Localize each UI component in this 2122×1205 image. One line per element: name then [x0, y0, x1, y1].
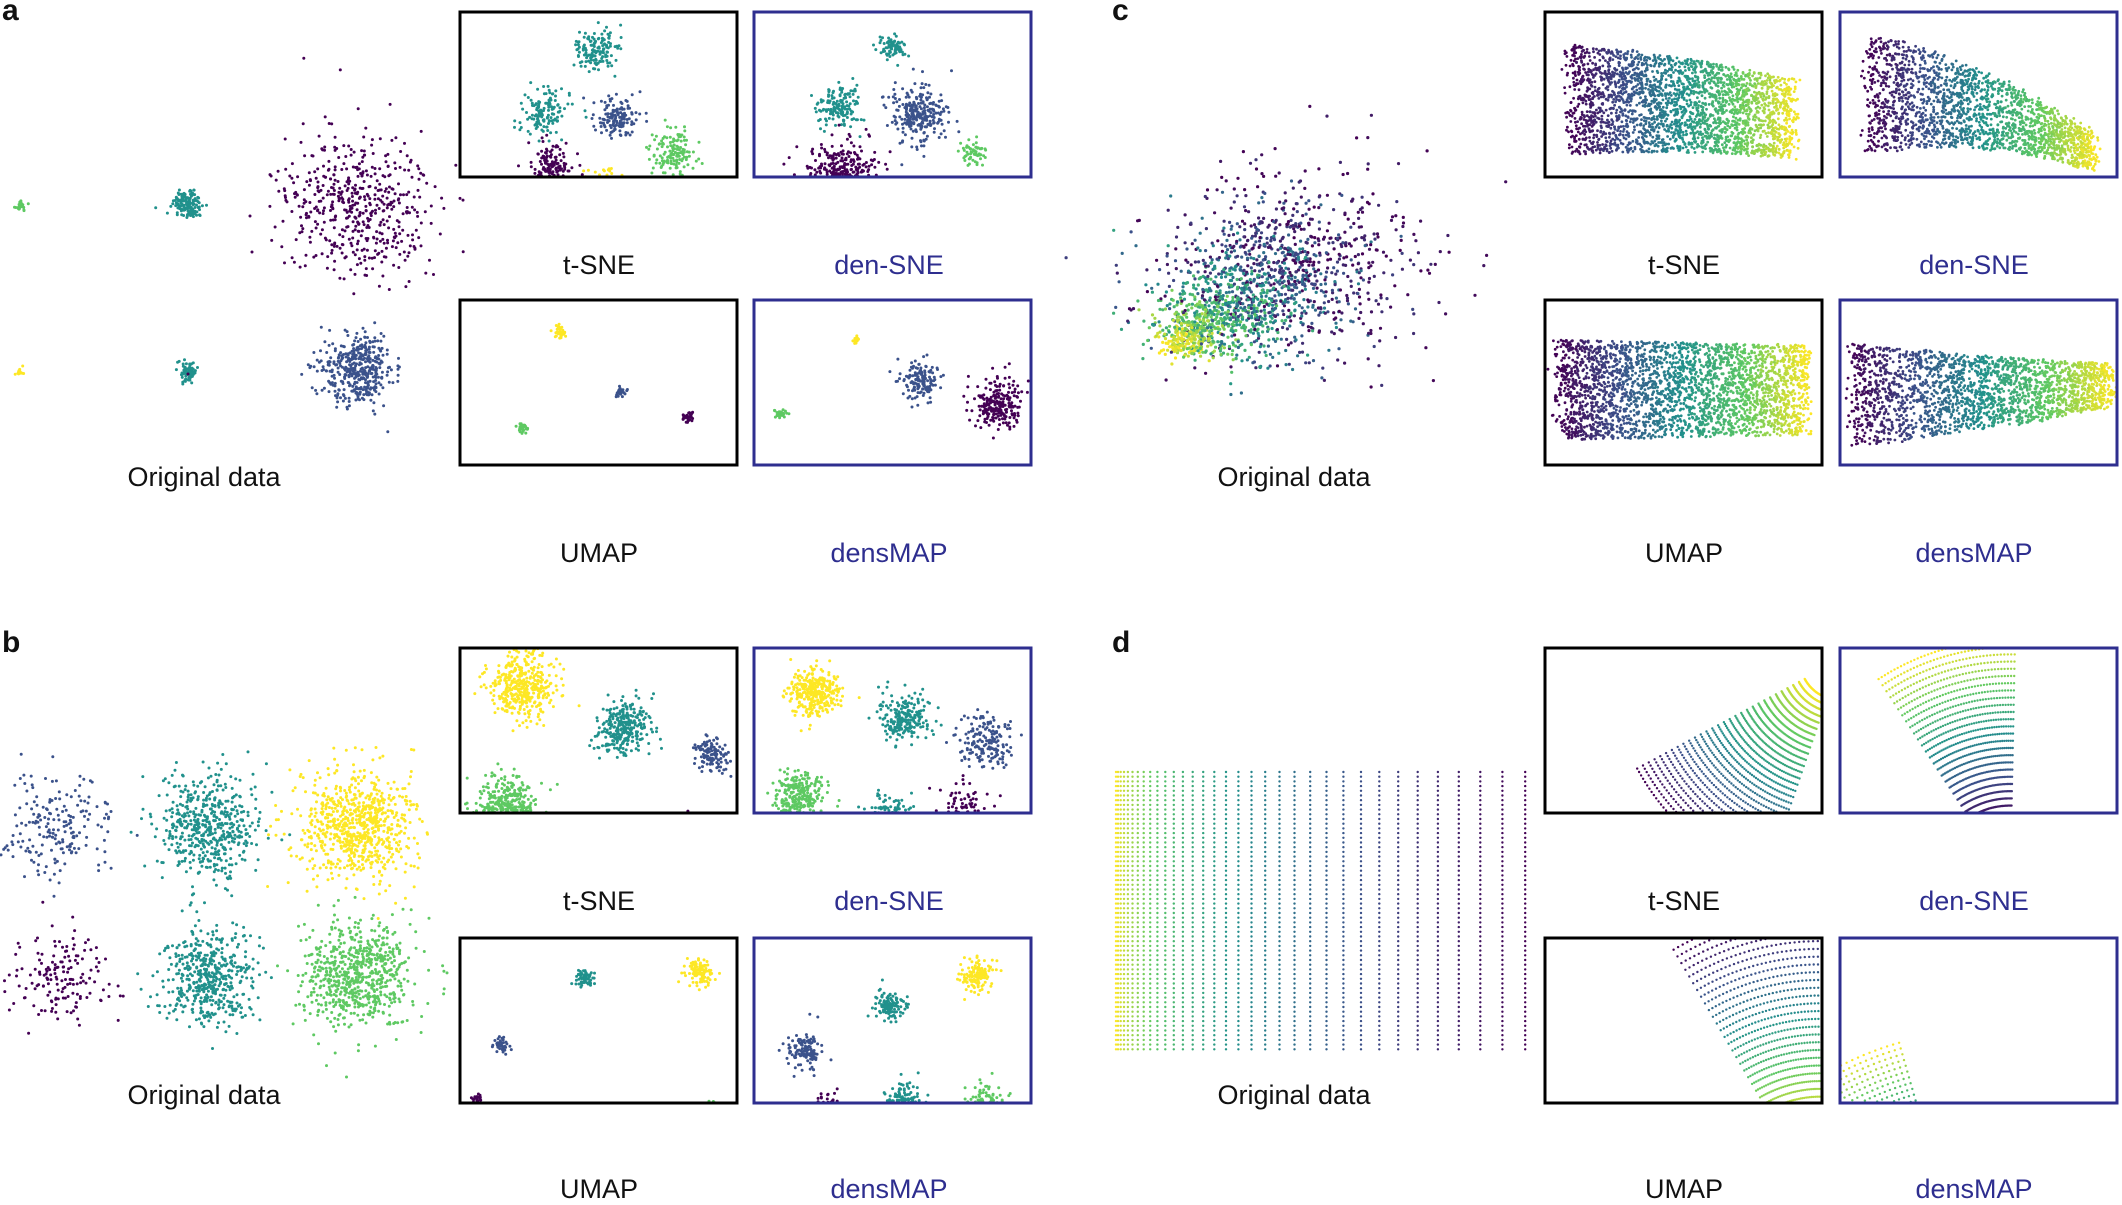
panel-a-densne-label: den-SNE — [739, 250, 1039, 281]
panel-b-tsne-plot — [455, 643, 740, 872]
panel-d-umap-label: UMAP — [1534, 1174, 1834, 1205]
panel-c-umap-plot — [1547, 339, 1813, 441]
panel-d-umap-frame — [1545, 938, 1822, 1103]
panel-a-densne-frame — [754, 12, 1031, 177]
panel-b-densne-label: den-SNE — [739, 886, 1039, 917]
panel-a-densne-plot — [782, 32, 987, 215]
panel-d-tsne-plot — [1636, 678, 1828, 879]
panel-c-tsne-label: t-SNE — [1534, 250, 1834, 281]
panel-b-densne-plot — [766, 658, 1023, 856]
panel-b-densmap-plot — [778, 955, 1012, 1135]
panel-a-umap-label: UMAP — [449, 538, 749, 569]
panel-letter-c: c — [1112, 0, 1129, 28]
panel-c-original-scatter — [1065, 105, 1508, 396]
panel-b-original-label: Original data — [54, 1080, 354, 1111]
panel-b-densmap-frame — [754, 938, 1031, 1103]
panel-c-densne-plot — [1860, 37, 2102, 172]
panel-a-original-scatter — [13, 57, 465, 434]
panel-d-densmap-label: densMAP — [1824, 1174, 2122, 1205]
panel-b-original-scatter — [0, 746, 448, 1079]
panel-b-umap-plot — [470, 957, 730, 1135]
panel-c-umap-label: UMAP — [1534, 538, 1834, 569]
panel-a-umap-frame — [460, 300, 737, 465]
panel-a-tsne-frame — [460, 12, 737, 177]
panel-c-densmap-label: densMAP — [1824, 538, 2122, 569]
panel-c-densmap-plot — [1845, 343, 2122, 447]
panel-d-original-label: Original data — [1144, 1080, 1444, 1111]
panel-letter-a: a — [2, 0, 19, 28]
panel-d-densmap-frame — [1840, 938, 2117, 1103]
panel-d-densne-label: den-SNE — [1824, 886, 2122, 917]
panel-c-original-label: Original data — [1144, 462, 1444, 493]
panel-letter-d: d — [1112, 626, 1130, 660]
panel-a-umap-plot — [515, 323, 695, 494]
panel-c-tsne-plot — [1561, 44, 1802, 161]
panel-d-tsne-label: t-SNE — [1534, 886, 1834, 917]
panel-b-tsne-label: t-SNE — [449, 886, 749, 917]
panel-a-tsne-label: t-SNE — [449, 250, 749, 281]
panel-a-tsne-plot — [513, 21, 704, 218]
panel-b-densmap-label: densMAP — [739, 1174, 1039, 1205]
panel-a-densmap-label: densMAP — [739, 538, 1039, 569]
panel-d-densne-plot — [1877, 639, 2016, 831]
panel-c-densne-label: den-SNE — [1824, 250, 2122, 281]
panel-a-densmap-plot — [773, 334, 1030, 498]
panel-letter-b: b — [2, 626, 20, 660]
panel-d-original-scatter — [1115, 771, 1527, 1051]
panel-b-umap-label: UMAP — [449, 1174, 749, 1205]
panel-a-original-label: Original data — [54, 462, 354, 493]
